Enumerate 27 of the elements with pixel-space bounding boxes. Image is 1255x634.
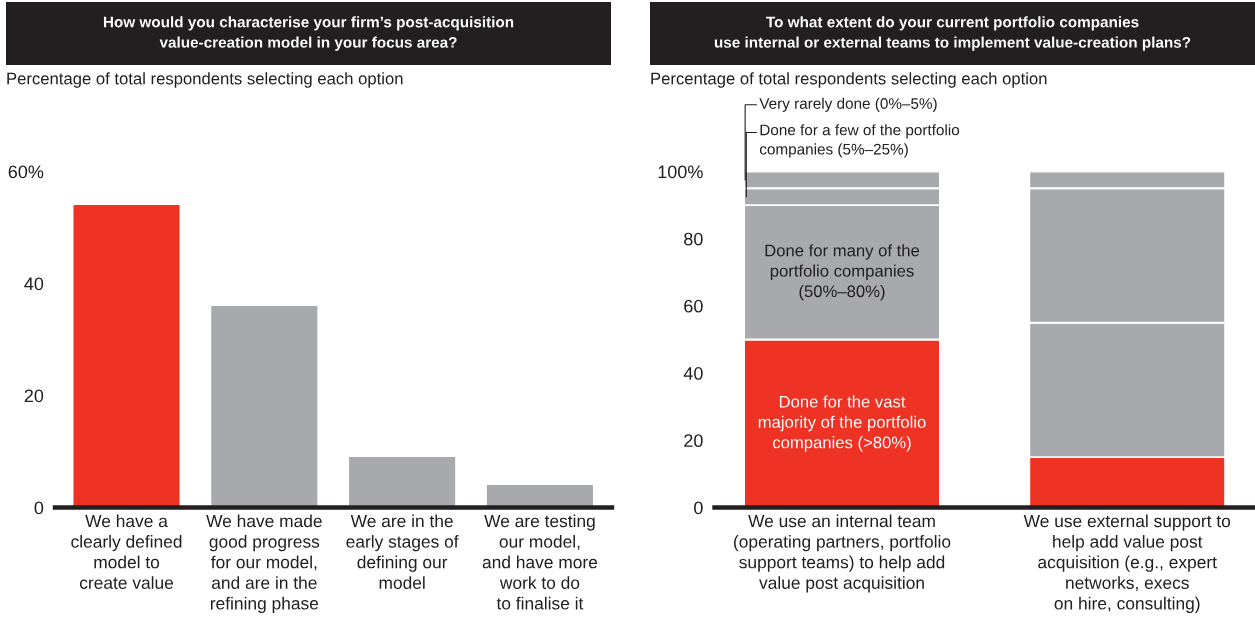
x-tick-label: We use external support to help add value post acquisition (e.g., expert networks, execs on hire, consulting) (1023, 514, 1231, 613)
chart-title: To what extent do your current portfolio companies use internal or external teams to implement value-creation plans? (714, 16, 1191, 51)
text: Very rarely done (0%–5%) (759, 97, 937, 112)
x-tick-label: We are testing our model, and have more work to do to finalise it (482, 514, 598, 610)
y-tick-label: 40 (683, 367, 703, 380)
y-tick-label: 80 (684, 232, 703, 246)
x-tick-label: We have a clearly defined model to create value (71, 514, 182, 589)
x-tick-label: We use an internal team (operating partners, portfolio support teams) to help add value post acquisition (734, 514, 951, 593)
chart-title: How would you characterise your firm’s post-acquisition value-creation model in your focus area? (103, 16, 514, 51)
series-label: Done for the vast majority of the portfolio companies (>80%) (758, 395, 926, 452)
bar (349, 457, 456, 508)
x-tick-label: We are in the early stages of defining our model (346, 514, 459, 589)
y-tick-label: 20 (684, 434, 703, 448)
y-tick-label: 60% (8, 165, 44, 179)
text: Done for a few of the portfolio companies (5%–25%) (759, 124, 960, 158)
y-tick-label: 20 (24, 389, 44, 403)
bar (211, 305, 318, 508)
chart-subtitle: Percentage of total respondents selecting each option (651, 72, 1047, 88)
series-label: Done for many of the portfolio companies (50%–80%) (765, 244, 920, 301)
y-tick-label: 60 (684, 299, 703, 313)
y-tick-label: 0 (694, 501, 703, 515)
chart-subtitle: Percentage of total respondents selecting each option (7, 72, 403, 88)
bar (73, 205, 180, 508)
x-tick-label: We have made good progress for our model, and are in the refining phase (206, 514, 322, 613)
y-tick-label: 100% (658, 165, 703, 179)
y-tick-label: 0 (34, 501, 44, 515)
y-tick-label: 40 (24, 277, 44, 291)
